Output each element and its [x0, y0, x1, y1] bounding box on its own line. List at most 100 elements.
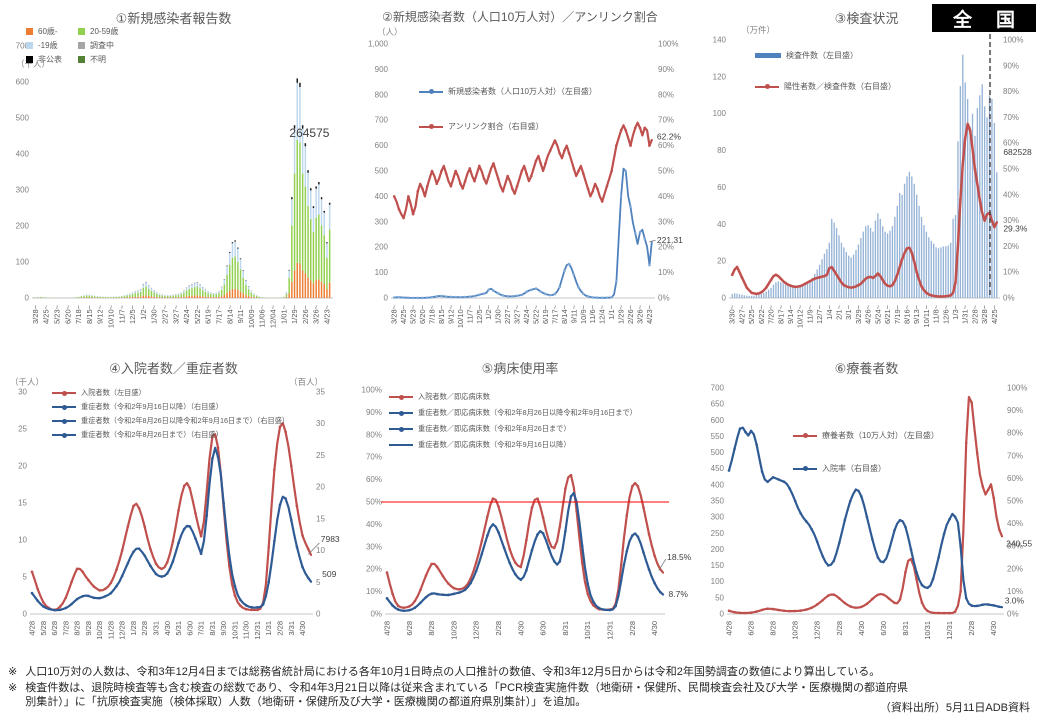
svg-text:2/1~: 2/1~ — [835, 304, 844, 319]
footnote-1-text: 人口10万対の人数は、令和3年12月4日までは総務省統計局における各年10月1日… — [25, 666, 881, 678]
svg-text:1/31: 1/31 — [264, 621, 273, 636]
svg-text:10: 10 — [316, 546, 325, 555]
svg-text:10/28: 10/28 — [449, 621, 458, 640]
svg-text:8/16~: 8/16~ — [902, 304, 911, 324]
svg-text:1/01~: 1/01~ — [279, 304, 288, 324]
svg-text:60%: 60% — [1007, 474, 1023, 483]
svg-text:221.31: 221.31 — [657, 235, 683, 245]
legend-label: 60歳- — [38, 27, 58, 36]
svg-text:30%: 30% — [1003, 216, 1019, 225]
legend-label: 不明 — [90, 55, 106, 64]
source-label: （資料出所）5月11日ADB資料 — [879, 702, 1030, 714]
svg-text:11/8~: 11/8~ — [932, 304, 941, 323]
svg-text:3/28~: 3/28~ — [390, 304, 399, 324]
svg-text:140: 140 — [713, 36, 727, 45]
chart-legend: 検査件数（左目盛） 陽性者数／検査件数（右目盛） — [755, 50, 896, 92]
svg-text:3.0%: 3.0% — [1005, 595, 1025, 605]
svg-text:7/17~: 7/17~ — [550, 304, 559, 324]
svg-text:4/30: 4/30 — [650, 621, 659, 636]
svg-text:12/31: 12/31 — [606, 621, 615, 640]
svg-text:40: 40 — [717, 220, 726, 229]
panel-new-cases-per-100k-unlink: 0 100 200 300 400 500 600 700 800 900 1,000 0% 10% 20… — [347, 0, 693, 352]
svg-text:11/28: 11/28 — [106, 621, 115, 639]
legend-label: 20-59歳 — [90, 27, 119, 36]
axis-unit-left: （万件） — [741, 25, 776, 35]
svg-text:30%: 30% — [1007, 542, 1023, 551]
svg-text:350: 350 — [711, 497, 725, 506]
chart-grid: 0 100 200 300 400 500 600 700 3/28~ 4/25~ 5/23~ 6/2… — [0, 0, 1040, 662]
svg-text:6/30: 6/30 — [185, 621, 194, 636]
svg-text:10/11~: 10/11~ — [922, 304, 931, 327]
panel-recuperating: 0 50 100 150 200 250 300 350 400 450 500 550 600 650 7… — [693, 352, 1040, 662]
svg-text:6/20~: 6/20~ — [63, 304, 72, 324]
svg-text:1/29~: 1/29~ — [290, 304, 299, 324]
svg-text:11/30: 11/30 — [242, 621, 251, 639]
region-label: 全国 — [952, 9, 1039, 31]
panel-bed-occupancy: 0% 10% 20% 30% 40% 50% 60% 70% 80% 90% 100% 4/28 6/2… — [347, 352, 693, 662]
svg-text:2/28: 2/28 — [967, 621, 976, 636]
svg-text:60%: 60% — [1003, 139, 1019, 148]
svg-text:100%: 100% — [658, 40, 678, 49]
svg-text:7/20~: 7/20~ — [767, 304, 776, 324]
footnote-1-marker: ※ — [8, 666, 18, 678]
svg-text:20: 20 — [316, 483, 325, 492]
chart-legend: 入院者数／即応病床数 重症者数／即応病床数（令和2年8月26日以降令和2年9月16… — [389, 392, 637, 450]
legend-label: 重症者数／即応病床数（令和2年8月26日以降令和2年9月16日まで） — [418, 408, 637, 417]
svg-text:12/5~: 12/5~ — [475, 304, 484, 324]
svg-text:12/31: 12/31 — [253, 621, 262, 640]
svg-text:682528: 682528 — [1003, 147, 1032, 157]
svg-text:2/28: 2/28 — [276, 621, 285, 636]
svg-text:4/28: 4/28 — [28, 621, 37, 636]
legend-item: 20-59歳 — [78, 26, 118, 37]
svg-text:10%: 10% — [658, 268, 674, 277]
svg-text:700: 700 — [711, 384, 725, 393]
svg-text:3/27~: 3/27~ — [513, 304, 522, 324]
svg-text:2/28: 2/28 — [494, 621, 503, 636]
svg-text:80%: 80% — [658, 90, 674, 99]
legend-item: 入院者数（左目盛） — [52, 388, 289, 398]
svg-text:9/14~: 9/14~ — [786, 304, 795, 324]
svg-text:100: 100 — [713, 109, 727, 118]
svg-text:4/30: 4/30 — [163, 621, 172, 636]
svg-text:1/2~: 1/2~ — [484, 304, 493, 319]
svg-text:600: 600 — [375, 141, 389, 150]
svg-text:10/10~: 10/10~ — [456, 304, 465, 328]
legend-item: 調査中 — [78, 40, 118, 51]
svg-text:2/28: 2/28 — [140, 621, 149, 636]
svg-text:2/28~: 2/28~ — [970, 304, 979, 324]
svg-text:9/28: 9/28 — [84, 621, 93, 636]
svg-text:100: 100 — [16, 258, 30, 267]
svg-text:3/28~: 3/28~ — [980, 304, 989, 324]
bed-occupancy-plot: 0% 10% 20% 30% 40% 50% 60% 70% 80% 90% 100% 4/28 6/2… — [362, 386, 692, 640]
svg-text:800: 800 — [375, 90, 389, 99]
svg-text:300: 300 — [16, 186, 30, 195]
svg-text:5/31: 5/31 — [174, 621, 183, 636]
svg-text:200: 200 — [16, 222, 30, 231]
legend-label: 新規感染者数（人口10万人対）（左目盛） — [448, 87, 597, 96]
footnote-1: ※ 人口10万対の人数は、令和3年12月4日までは総務省統計局における各年10月… — [0, 664, 1040, 680]
svg-text:400: 400 — [16, 150, 30, 159]
legend-item: 不明 — [78, 54, 118, 65]
svg-text:3/26~: 3/26~ — [636, 304, 645, 324]
svg-text:600: 600 — [711, 416, 725, 425]
legend-label: 検査件数（左目盛） — [786, 51, 858, 60]
legend-item: 重症者数（令和2年9月16日以降）（右目盛） — [52, 402, 289, 412]
svg-text:8/31: 8/31 — [561, 621, 570, 636]
svg-text:11/7~: 11/7~ — [465, 304, 474, 323]
svg-text:6/28: 6/28 — [747, 621, 756, 636]
footnotes: ※ 人口10万対の人数は、令和3年12月4日までは総務省統計局における各年10月… — [0, 664, 1040, 720]
footnote-2-marker: ※ — [8, 681, 18, 694]
svg-text:7/31: 7/31 — [197, 621, 206, 636]
svg-text:0: 0 — [316, 610, 321, 619]
legend-item: 重症者数（令和2年8月26日以降令和2年9月16日まで）（右目盛） — [52, 416, 289, 426]
svg-text:7/17~: 7/17~ — [214, 304, 223, 324]
svg-text:90%: 90% — [1003, 61, 1019, 70]
legend-label: 調査中 — [90, 41, 114, 50]
svg-text:2/27~: 2/27~ — [503, 304, 512, 324]
svg-text:1/4~: 1/4~ — [825, 304, 834, 319]
svg-text:8/15~: 8/15~ — [437, 304, 446, 324]
panel-new-case-reports: 0 100 200 300 400 500 600 700 3/28~ 4/25~ 5/23~ 6/2… — [0, 0, 347, 352]
chart-title: ③検査状況 — [834, 11, 899, 26]
svg-text:50%: 50% — [1007, 497, 1023, 506]
svg-text:29.3%: 29.3% — [1003, 223, 1028, 233]
